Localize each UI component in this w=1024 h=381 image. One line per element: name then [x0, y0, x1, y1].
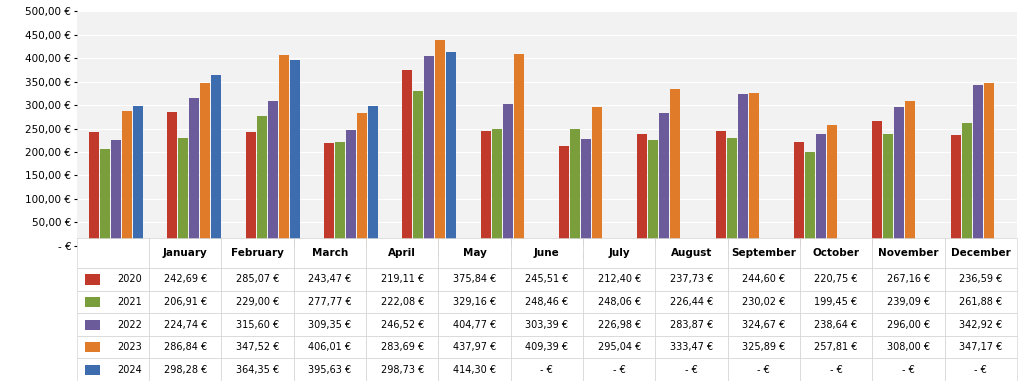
Bar	[737, 94, 748, 246]
Bar	[659, 113, 670, 246]
Bar	[492, 129, 502, 246]
Bar	[133, 106, 143, 246]
Bar	[973, 85, 983, 246]
Bar	[648, 139, 658, 246]
Bar	[357, 113, 367, 246]
Bar	[872, 120, 883, 246]
Bar	[335, 142, 345, 246]
Bar	[267, 101, 278, 246]
Bar	[257, 115, 266, 246]
Bar	[716, 131, 726, 246]
Bar	[727, 138, 736, 246]
Bar	[89, 132, 99, 246]
Bar	[279, 56, 289, 246]
Bar	[805, 152, 815, 246]
Bar	[559, 146, 569, 246]
Bar	[592, 107, 602, 246]
Bar	[894, 107, 904, 246]
Bar	[402, 70, 413, 246]
Bar	[984, 83, 993, 246]
Bar	[570, 130, 580, 246]
Bar	[581, 139, 591, 246]
Bar	[201, 83, 210, 246]
Bar	[100, 149, 110, 246]
Bar	[189, 98, 200, 246]
Bar	[111, 141, 121, 246]
Bar	[414, 91, 423, 246]
Bar	[246, 132, 256, 246]
Bar	[637, 134, 647, 246]
Bar	[424, 56, 434, 246]
Bar	[514, 54, 523, 246]
Bar	[816, 134, 826, 246]
Bar	[290, 60, 300, 246]
Bar	[324, 143, 334, 246]
Bar	[435, 40, 445, 246]
Bar	[671, 90, 680, 246]
Bar	[211, 75, 221, 246]
Bar	[446, 51, 457, 246]
Bar	[178, 138, 188, 246]
Bar	[346, 130, 356, 246]
Bar	[749, 93, 759, 246]
Bar	[794, 142, 804, 246]
Bar	[827, 125, 837, 246]
Bar	[368, 106, 378, 246]
Bar	[167, 112, 177, 246]
Bar	[480, 131, 490, 246]
Bar	[905, 101, 915, 246]
Bar	[884, 134, 893, 246]
Bar	[503, 104, 513, 246]
Bar	[122, 111, 132, 246]
Bar	[950, 135, 961, 246]
Bar	[962, 123, 972, 246]
